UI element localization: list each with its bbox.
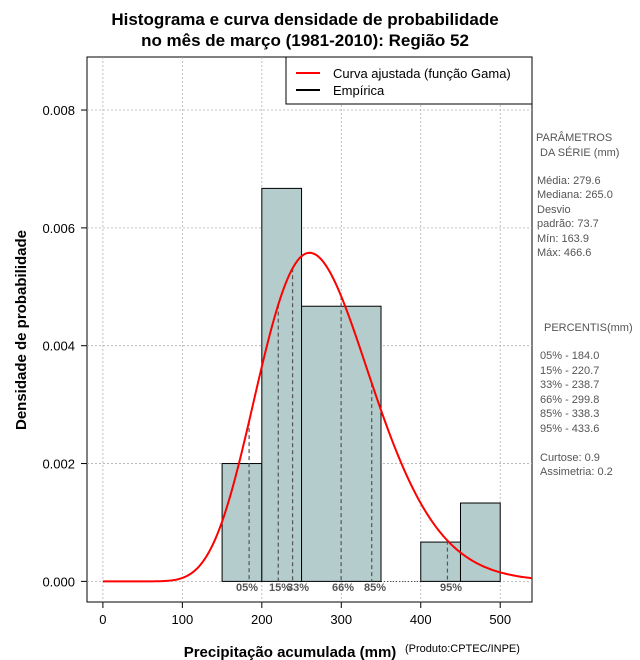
pct-label-05: 05% [236, 582, 258, 594]
x-tick-label: 100 [172, 612, 194, 627]
y-tick-label: 0.002 [42, 457, 75, 472]
stat-mediana: Mediana: 265.0 [537, 189, 613, 201]
pct-label-85: 85% [364, 582, 386, 594]
gamma-fit-curve [102, 251, 533, 583]
x-tick-label: 400 [410, 612, 432, 627]
params-title-2: DA SÉRIE (mm) [540, 146, 619, 159]
stat-max: Máx: 466.6 [537, 247, 591, 259]
x-tick-label: 300 [330, 612, 352, 627]
credit-text: (Produto:CPTEC/INPE) [405, 643, 520, 655]
y-tick-label: 0.000 [42, 574, 75, 589]
stat-curtose: Curtose: 0.9 [540, 452, 600, 464]
side-panel: PARÂMETROS DA SÉRIE (mm) Média: 279.6 Me… [536, 131, 633, 478]
pct-label-95: 95% [440, 582, 462, 594]
params-title-1: PARÂMETROS [536, 131, 612, 144]
y-tick-label: 0.008 [42, 103, 75, 118]
stat-desvio-2: padrão: 73.7 [537, 218, 599, 230]
stat-assimetria: Assimetria: 0.2 [540, 466, 613, 478]
legend-box [285, 56, 533, 105]
stat-min: Mín: 163.9 [537, 233, 589, 245]
pct-label-33: 33% [287, 582, 309, 594]
histogram-bar [420, 541, 461, 582]
stat-p05: 05% - 184.0 [540, 350, 599, 362]
percentile-lines [248, 268, 449, 582]
stat-p33: 33% - 238.7 [540, 379, 599, 391]
stat-p15: 15% - 220.7 [540, 365, 599, 377]
x-tick-label: 0 [99, 612, 106, 627]
histogram-bar [459, 502, 501, 582]
stat-media: Média: 279.6 [537, 175, 601, 187]
legend-label-empirical: Empírica [333, 83, 385, 98]
stat-p85: 85% - 338.3 [540, 408, 599, 420]
stat-p66: 66% - 299.8 [540, 394, 599, 406]
histogram-bars [221, 187, 501, 582]
pct-label-15: 15% [269, 582, 291, 594]
stat-desvio-1: Desvio [537, 204, 571, 216]
chart-title-line-1: Histograma e curva densidade de probabil… [111, 10, 498, 29]
x-tick-label: 200 [251, 612, 273, 627]
legend: Curva ajustada (função Gama) Empírica [285, 56, 533, 105]
y-tick-label: 0.004 [42, 339, 75, 354]
legend-label-fit: Curva ajustada (função Gama) [333, 66, 511, 81]
percentile-axis-labels: 05% 15% 33% 66% 85% 95% [236, 582, 462, 594]
x-axis-label: Precipitação acumulada (mm) [184, 644, 397, 660]
chart-title-line-2: no mês de março (1981-2010): Região 52 [141, 31, 469, 50]
stat-p95: 95% - 433.6 [540, 423, 599, 435]
pct-label-66: 66% [332, 582, 354, 594]
axes: 0 100 200 300 400 500 0.000 0.002 0.004 0.006 0.00… [42, 103, 511, 627]
y-axis-label: Densidade de probabilidade [13, 230, 30, 430]
histogram-bar [261, 187, 303, 582]
y-tick-label: 0.006 [42, 221, 75, 236]
histogram-bar [221, 463, 263, 582]
percentis-title: PERCENTIS(mm) [544, 322, 633, 334]
gamma-curve-group [102, 251, 533, 583]
x-tick-label: 500 [489, 612, 511, 627]
